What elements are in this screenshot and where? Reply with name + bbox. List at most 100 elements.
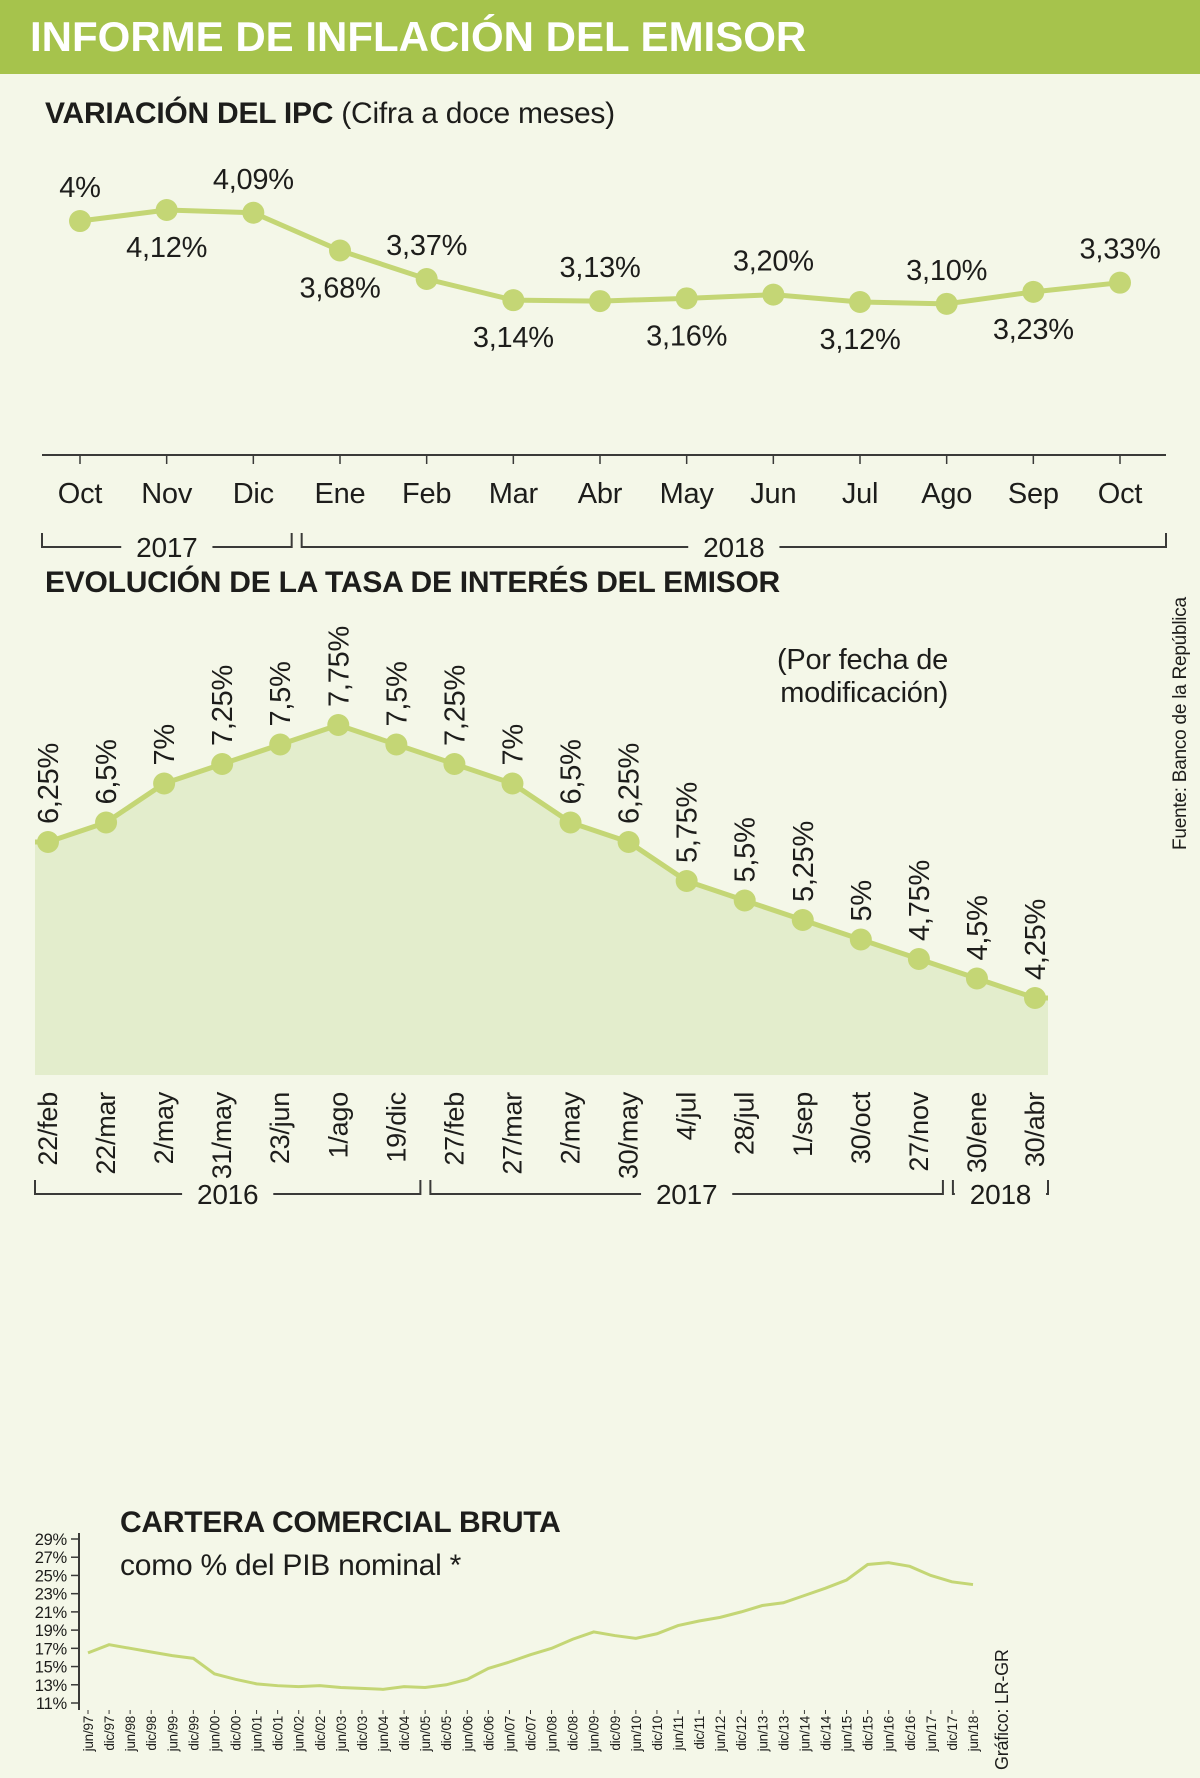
date-label: 1/ago [323,1092,353,1158]
date-label: 30/abr [1020,1092,1050,1167]
month-label: Ene [315,478,366,510]
year-label: 2017 [136,532,197,563]
year-bracket [951,1180,1049,1195]
value-label: 6,5% [91,739,123,804]
data-point [1109,271,1131,294]
data-point [559,811,582,834]
x-label: dic/06 [481,1716,496,1751]
value-label: 4,25% [1020,899,1052,980]
y-tick-label: 23% [35,1586,68,1604]
value-label: 6,25% [33,743,65,824]
x-label: jun/17 [924,1716,939,1752]
month-label: Sep [1008,478,1059,510]
x-label: dic/10 [650,1716,665,1751]
data-point [329,239,351,262]
value-label: 7,75% [323,626,355,707]
x-label: dic/15 [861,1716,876,1751]
data-point [153,772,176,795]
cartera-title: CARTERA COMERCIAL BRUTA [120,1506,561,1539]
data-point [155,199,178,221]
y-tick-label: 13% [35,1677,68,1695]
y-tick-label: 15% [35,1659,68,1677]
month-label: Abr [578,478,623,510]
x-label: dic/13 [776,1716,791,1751]
date-label: 31/may [207,1091,237,1179]
x-label: dic/11 [692,1716,707,1750]
date-label: 2/may [149,1091,179,1164]
x-label: dic/02 [313,1716,328,1751]
cartera-line-chart: 29%27%25%23%21%19%17%15%13%11% jun/97 dic/… [35,1531,981,1752]
value-label: 7% [149,724,181,765]
rate-area-chart: 6,25% 22/feb 6,5% 22/mar 7% 2/may 7,25% 31/may 7… [33,626,1052,1210]
x-label: jun/07 [502,1716,517,1752]
rate-area [35,725,1048,1075]
date-label: 22/feb [33,1092,63,1166]
data-point [385,733,408,756]
x-label: dic/12 [734,1716,749,1751]
x-label: dic/05 [439,1716,454,1751]
x-label: dic/04 [397,1715,412,1750]
x-label: jun/10 [629,1716,644,1752]
month-label: Oct [58,478,103,510]
value-label: 4,09% [213,164,294,196]
x-label: jun/11 [671,1716,686,1751]
value-label: 4,75% [904,860,936,941]
data-point [415,268,438,290]
year-label: 2018 [970,1179,1031,1210]
x-label: dic/08 [566,1716,581,1751]
month-label: Ago [921,478,972,510]
year-bracket [300,533,1167,548]
date-label: 4/jul [672,1092,702,1140]
data-point [1022,280,1045,303]
value-label: 3,68% [299,272,380,304]
year-label: 2018 [703,532,764,563]
value-label: 7,25% [207,665,239,746]
data-point [1024,987,1046,1009]
x-label: jun/16 [882,1716,897,1752]
date-label: 22/mar [91,1092,121,1175]
year-bracket [34,1180,422,1195]
date-label: 27/nov [904,1091,934,1171]
page-title: INFORME DE INFLACIÓN DEL EMISOR [30,13,807,60]
x-label: jun/12 [713,1716,728,1752]
value-label: 5% [846,880,878,921]
data-point [37,831,59,853]
y-tick-label: 25% [35,1567,68,1585]
value-label: 3,20% [733,246,814,278]
credit-note: Gráfico: LR-GR [992,1649,1012,1770]
value-label: 3,37% [386,230,467,262]
date-label: 23/jun [265,1092,295,1164]
x-label: dic/17 [945,1716,960,1751]
value-label: 6,5% [556,739,588,804]
year-bracket [41,533,293,548]
month-label: Jun [750,478,796,510]
x-label: jun/99 [165,1716,180,1752]
date-label: 1/sep [788,1092,818,1157]
data-point [589,290,611,313]
x-label: jun/18 [966,1716,981,1752]
x-label: jun/13 [755,1716,770,1752]
date-label: 27/mar [497,1092,527,1175]
rate-annotation: (Por fecha de modificación) [777,644,948,710]
data-point [675,870,698,892]
rate-section-title: EVOLUCIÓN DE LA TASA DE INTERÉS DEL EMIS… [45,566,780,599]
x-label: dic/97 [102,1716,117,1751]
ipc-section-title: VARIACIÓN DEL IPC (Cifra a doce meses) [45,97,615,131]
data-point [791,909,814,931]
x-label: dic/00 [229,1716,244,1751]
value-label: 7,25% [439,665,471,746]
data-point [849,928,872,951]
y-tick-label: 27% [35,1549,68,1567]
x-label: dic/09 [608,1716,623,1751]
month-label: Dic [233,478,274,510]
x-label: jun/03 [334,1716,349,1752]
date-label: 28/jul [730,1092,760,1155]
data-point [907,948,930,970]
date-label: 30/oct [846,1091,876,1164]
data-point [69,210,91,233]
x-label: jun/02 [292,1716,307,1752]
data-point [965,967,988,990]
x-label: jun/00 [207,1716,222,1752]
year-bracket [429,1180,944,1195]
